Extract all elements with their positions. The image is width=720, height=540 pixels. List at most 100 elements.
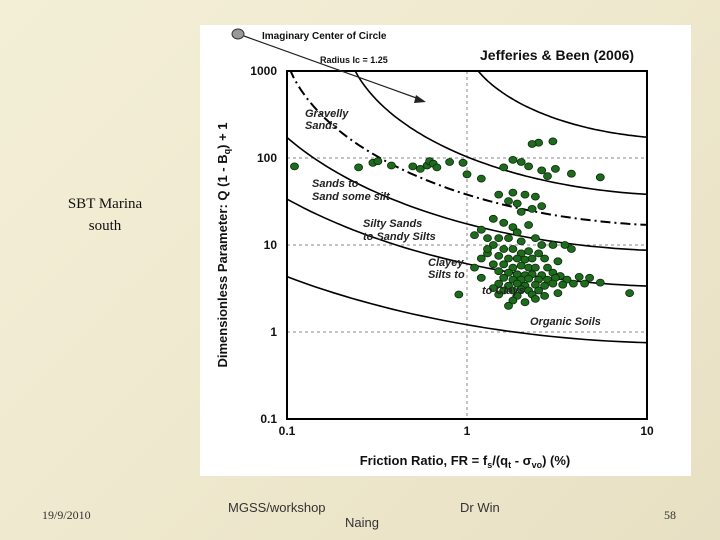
data-point	[476, 254, 486, 263]
footer-author-first: Dr Win	[460, 500, 500, 515]
data-point	[537, 241, 547, 249]
data-point	[524, 221, 534, 229]
data-point	[568, 279, 578, 288]
data-point	[534, 249, 544, 258]
data-point	[408, 162, 418, 171]
data-point	[543, 172, 552, 181]
zone-label-silty-sands: Silty Sands	[363, 218, 422, 230]
data-point	[494, 279, 504, 288]
plot-frame	[286, 70, 648, 420]
data-point	[488, 241, 498, 249]
data-point	[494, 290, 504, 299]
data-point	[527, 254, 537, 263]
footer-author-last: Naing	[345, 515, 379, 530]
data-point	[432, 163, 442, 172]
data-point	[488, 284, 498, 293]
data-point	[445, 158, 455, 166]
y-tick-label: 100	[257, 151, 277, 165]
data-point	[516, 158, 526, 166]
data-point	[462, 170, 472, 179]
page-number: 58	[664, 508, 676, 522]
data-point	[476, 174, 486, 183]
data-point	[527, 140, 537, 148]
data-point	[499, 163, 509, 172]
zone-label-clayey-2: Silts to	[428, 269, 465, 281]
data-point	[512, 279, 522, 288]
data-point	[488, 214, 498, 223]
data-point	[476, 273, 486, 282]
data-point	[508, 263, 518, 272]
data-point	[470, 231, 479, 240]
zone-boundary-curve	[354, 71, 647, 196]
data-point	[488, 260, 498, 269]
data-point	[373, 157, 383, 166]
data-point	[516, 237, 526, 246]
data-point	[548, 137, 558, 146]
data-point	[499, 273, 509, 282]
data-point	[537, 202, 547, 211]
data-point	[550, 164, 560, 173]
data-point	[499, 245, 509, 253]
data-point	[534, 286, 544, 295]
y-tick-label: 10	[264, 238, 278, 252]
data-point	[524, 247, 534, 256]
data-point	[415, 164, 425, 173]
data-point	[508, 155, 518, 164]
zone-label-clays: to Clays	[482, 285, 525, 297]
zone-label-gravelly-sands: Gravelly	[305, 108, 349, 120]
data-point	[595, 278, 605, 287]
data-point	[504, 254, 513, 263]
data-point	[524, 162, 534, 171]
data-point	[512, 254, 522, 263]
zone-label-sands: Sands to	[312, 178, 359, 190]
tick-labels: 0.1 1 10 0.1 1 10 100 1000	[250, 64, 654, 438]
zone-label-silty-sands-2: to Sandy Silts	[363, 231, 436, 243]
data-point	[494, 251, 504, 260]
data-point	[548, 279, 558, 288]
zone-label-clayey: Clayey	[428, 257, 464, 269]
slide-title: SBT Marina south	[40, 193, 170, 237]
data-point	[540, 254, 550, 263]
y-axis-label: Dimensionless Parameter: Q (1 - Bq) + 1	[215, 122, 232, 367]
data-point	[558, 280, 568, 289]
data-point	[543, 263, 552, 272]
data-point	[562, 275, 572, 284]
y-tick-label: 0.1	[260, 412, 277, 426]
data-point	[354, 163, 364, 172]
data-point	[508, 286, 518, 295]
y-tick-label: 1000	[250, 64, 277, 78]
data-point	[508, 245, 518, 253]
data-point	[470, 263, 479, 272]
data-point	[540, 281, 550, 290]
data-point	[458, 158, 468, 167]
x-tick-label: 1	[464, 424, 471, 438]
x-tick-label: 10	[640, 424, 654, 438]
data-point	[504, 197, 513, 206]
zone-boundary-curve	[477, 71, 647, 138]
data-point	[580, 279, 590, 288]
radius-arrow	[243, 35, 423, 101]
data-point	[530, 263, 540, 272]
zone-boundary-curve	[287, 275, 647, 344]
data-point	[516, 261, 526, 270]
chart-title: Jefferies & Been (2006)	[480, 47, 634, 63]
zone-boundary-curve	[289, 71, 647, 226]
data-point	[520, 190, 530, 199]
radius-arrowhead	[414, 95, 426, 103]
data-point	[540, 291, 550, 300]
data-point	[483, 234, 492, 243]
data-point	[566, 169, 576, 178]
data-point	[548, 241, 558, 249]
data-point	[508, 296, 518, 305]
data-point	[290, 162, 299, 171]
data-point	[527, 204, 537, 213]
data-point	[520, 298, 530, 307]
data-point	[508, 188, 518, 197]
zone-label-sands-2: Sand some silt	[312, 191, 391, 203]
radius-annotation: Radius Ic = 1.25	[320, 55, 388, 65]
data-point	[537, 166, 547, 175]
data-point	[494, 190, 504, 199]
data-point	[553, 257, 563, 266]
data-point	[512, 228, 522, 237]
sbt-chart: 0.1 1 10 0.1 1 10 100 1000 Jefferies & Been (20…	[200, 25, 691, 476]
